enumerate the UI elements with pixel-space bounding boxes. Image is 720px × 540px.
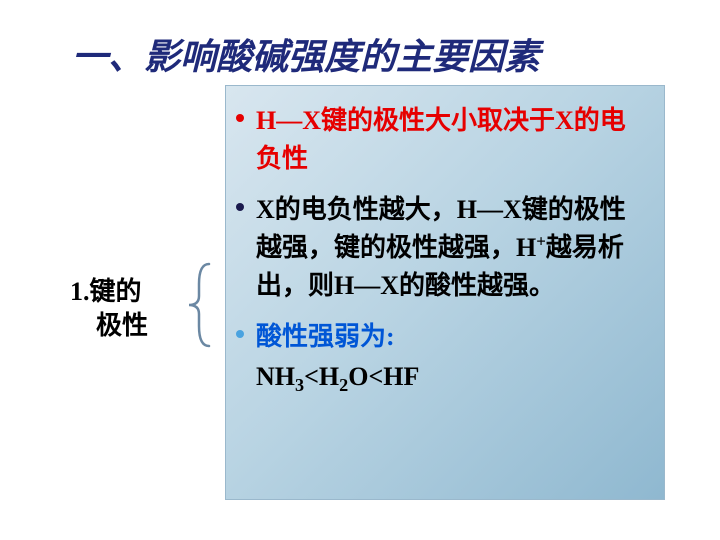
formula-line: NH3<H2O<HF: [256, 362, 646, 396]
slide-title: 一、影响酸碱强度的主要因素: [72, 28, 540, 80]
superscript-plus: +: [536, 231, 546, 250]
bullet-item-3: 酸性强弱为:: [256, 318, 646, 356]
bullet-dot-icon: [236, 330, 244, 338]
section-label-line2: 极性: [96, 311, 148, 340]
formula-lt1: <H: [304, 362, 339, 391]
section-label: 1.键的 极性: [70, 275, 148, 343]
bullet-item-2: X的电负性越大，H—X键的极性越强，键的极性越强，H+越易析出，则H—X的酸性越…: [256, 191, 646, 304]
formula-tail: O<HF: [348, 362, 419, 391]
bullet-text-1: H—X键的极性大小取决于X的电负性: [256, 106, 626, 173]
brace-icon: [185, 260, 215, 350]
bullet-dot-icon: [236, 114, 244, 122]
bullet-dot-icon: [236, 203, 244, 211]
formula-sub2: 2: [339, 375, 348, 395]
bullet-text-3: 酸性强弱为:: [256, 322, 395, 351]
formula-nh: NH: [256, 362, 295, 391]
formula-sub1: 3: [295, 375, 304, 395]
content-box: H—X键的极性大小取决于X的电负性 X的电负性越大，H—X键的极性越强，键的极性…: [225, 85, 665, 500]
bullet-item-1: H—X键的极性大小取决于X的电负性: [256, 102, 646, 177]
section-label-line1: 1.键的: [70, 277, 142, 306]
